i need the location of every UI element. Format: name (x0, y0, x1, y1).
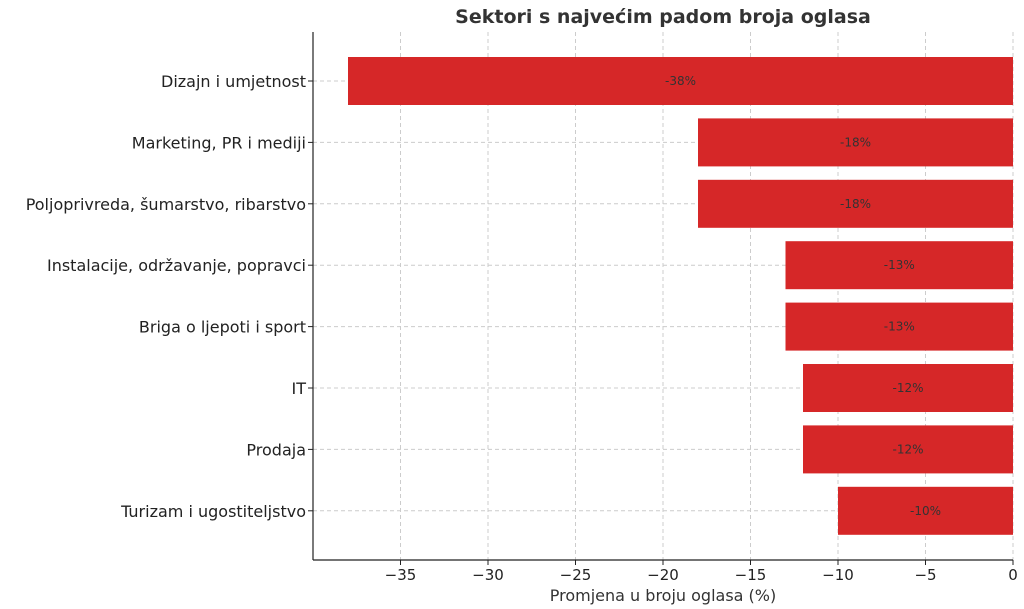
data-label-4: -13% (884, 320, 915, 334)
bar-1 (698, 118, 1013, 167)
bar-6 (803, 425, 1013, 474)
data-label-0: -38% (665, 74, 696, 88)
bar-3 (785, 241, 1013, 290)
data-label-7: -10% (910, 504, 941, 518)
category-label-0: Dizajn i umjetnost (161, 72, 306, 91)
category-labels: Dizajn i umjetnost Marketing, PR i mediji… (26, 72, 313, 521)
x-tick-label-0: −35 (385, 566, 417, 584)
data-label-5: -12% (892, 381, 923, 395)
x-tick-label-6: −5 (914, 566, 936, 584)
x-tick-label-7: 0 (1008, 566, 1018, 584)
data-label-1: -18% (840, 135, 871, 149)
grid (313, 32, 1014, 560)
bar-0 (348, 57, 1013, 105)
x-tick-label-1: −30 (472, 566, 504, 584)
data-labels: -38% -18% -18% -13% -13% -12% -12% -10% (665, 74, 941, 518)
data-label-3: -13% (884, 258, 915, 272)
bar-7 (838, 486, 1013, 535)
category-label-2: Poljoprivreda, šumarstvo, ribarstvo (26, 195, 306, 214)
bar-4 (785, 302, 1013, 351)
category-label-4: Briga o ljepoti i sport (139, 318, 306, 337)
x-tick-label-5: −10 (822, 566, 854, 584)
category-label-7: Turizam i ugostiteljstvo (120, 502, 306, 521)
x-ticks: −35 −30 −25 −20 −15 −10 −5 0 (385, 560, 1018, 584)
bar-5 (803, 364, 1013, 412)
x-tick-label-2: −25 (560, 566, 592, 584)
category-label-6: Prodaja (246, 440, 306, 459)
category-label-1: Marketing, PR i mediji (132, 133, 306, 152)
bar-2 (698, 179, 1013, 228)
x-axis-label: Promjena u broju oglasa (%) (550, 586, 776, 605)
data-label-6: -12% (892, 442, 923, 456)
x-tick-label-3: −20 (647, 566, 679, 584)
bars (348, 57, 1013, 535)
data-label-2: -18% (840, 197, 871, 211)
category-label-5: IT (292, 379, 307, 398)
chart-title: Sektori s najvećim padom broja oglasa (455, 6, 871, 28)
x-tick-label-4: −15 (735, 566, 767, 584)
category-label-3: Instalacije, održavanje, popravci (47, 256, 306, 275)
